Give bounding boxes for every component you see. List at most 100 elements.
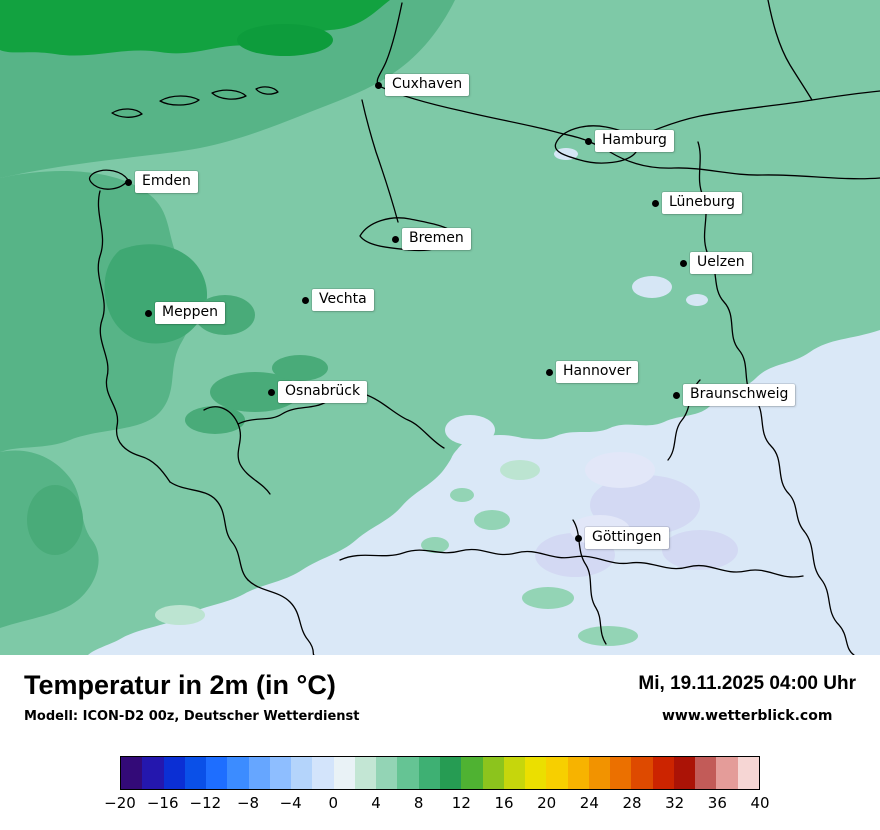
- border-osnabrueck-1: [203, 406, 271, 495]
- colorbar-segment: [567, 757, 589, 789]
- border-dollart-bay: [88, 169, 129, 190]
- colorbar-segment: [503, 757, 526, 789]
- temp-field-lavender-4: [585, 452, 655, 488]
- weather-map: Cuxhaven Hamburg Emden Lüneburg Bremen Uelzen…: [0, 0, 880, 655]
- temp-field-bright-strip: [0, 0, 390, 56]
- colorbar-segment: [227, 757, 249, 789]
- footer-right: Mi, 19.11.2025 04:00 Uhr www.wetterblick…: [638, 671, 856, 724]
- border-goettingen: [572, 519, 607, 645]
- border-south-wiggly: [339, 548, 804, 578]
- border-hamburg-enclave: [554, 125, 638, 164]
- colorbar-segment: [737, 757, 759, 789]
- city-label: Braunschweig: [683, 384, 796, 406]
- weather-map-svg: [0, 0, 880, 655]
- colorbar-segment: [418, 757, 440, 789]
- city-label: Vechta: [312, 289, 374, 311]
- model-info: Modell: ICON-D2 00z, Deutscher Wetterdie…: [24, 708, 360, 724]
- temp-field-green-spot-5: [421, 537, 449, 553]
- colorbar-tick-label: 36: [707, 794, 727, 812]
- island-4: [111, 108, 143, 118]
- colorbar-segment: [354, 757, 377, 789]
- colorbar-tick-label: 0: [328, 794, 339, 812]
- footer: Temperatur in 2m (in °C) Modell: ICON-D2…: [0, 655, 880, 724]
- colorbar-segment: [248, 757, 270, 789]
- colorbar-segment: [439, 757, 462, 789]
- temp-field-pale-tongue-1: [450, 435, 550, 495]
- city-label: Meppen: [155, 302, 225, 324]
- colorbar-segment: [333, 757, 355, 789]
- colorbar-tick-label: 4: [371, 794, 381, 812]
- colorbar-segment: [673, 757, 696, 789]
- colorbar-segment: [397, 757, 419, 789]
- border-weser-corridor: [361, 99, 399, 223]
- temp-field-green-spot-4: [450, 488, 474, 502]
- colorbar-tick-label: 32: [665, 794, 685, 812]
- colorbar-segment: [482, 757, 504, 789]
- colorbar-segment: [716, 757, 738, 789]
- city-label: Bremen: [402, 228, 471, 250]
- colorbar-segment: [184, 757, 207, 789]
- city-dot: [652, 200, 659, 207]
- city-dot: [302, 297, 309, 304]
- border-dutch: [97, 190, 171, 483]
- colorbar-ticks: −20 −16 −12 −8 −4 0 4 8 12 16 20 24 28 32 36 40: [104, 794, 769, 816]
- city-label: Hannover: [556, 361, 639, 383]
- colorbar-tick-label: −4: [279, 794, 302, 812]
- island-2: [211, 89, 247, 100]
- colorbar-tick-label: 12: [451, 794, 471, 812]
- colorbar-segment: [269, 757, 292, 789]
- temp-field-bottomleft-dark: [27, 485, 83, 555]
- colorbar-tick-label: −16: [146, 794, 179, 812]
- border-mid: [363, 393, 445, 449]
- temp-field-green-spot-3: [578, 626, 638, 646]
- temp-field-lake-uelzen-1: [632, 276, 672, 298]
- colorbar-segment: [163, 757, 185, 789]
- colorbar-segment: [206, 757, 228, 789]
- footer-left: Temperatur in 2m (in °C) Modell: ICON-D2…: [24, 670, 360, 724]
- colorbar-tick-label: 20: [537, 794, 557, 812]
- border-elbe-east: [609, 151, 880, 180]
- temp-field-green-spot-7: [155, 605, 205, 625]
- city-dot: [585, 138, 592, 145]
- colorbar-segment: [376, 757, 398, 789]
- city-label: Uelzen: [690, 252, 752, 274]
- island-3: [255, 86, 279, 95]
- colorbar-segment: [461, 757, 483, 789]
- colorbar-tick-label: −20: [104, 794, 136, 812]
- city-label: Göttingen: [585, 527, 669, 549]
- temp-field-osnabrueck-patch-2: [272, 355, 328, 381]
- page-title: Temperatur in 2m (in °C): [24, 670, 336, 700]
- colorbar-segment: [695, 757, 717, 789]
- colorbar-segment: [652, 757, 674, 789]
- colorbar-segment: [588, 757, 611, 789]
- colorbar-tick-label: −12: [189, 794, 222, 812]
- border-topright-diagonal: [767, 0, 813, 101]
- city-label: Cuxhaven: [385, 74, 470, 96]
- colorbar-segment: [610, 757, 632, 789]
- colorbar-segments: [120, 756, 760, 790]
- city-dot: [268, 389, 275, 396]
- colorbar-tick-label: 24: [579, 794, 599, 812]
- city-label: Emden: [135, 171, 198, 193]
- temp-field-left-column: [0, 171, 197, 452]
- city-dot: [145, 310, 152, 317]
- city-dot: [673, 392, 680, 399]
- border-south-center: [247, 579, 315, 655]
- colorbar-segment: [142, 757, 164, 789]
- forecast-datetime: Mi, 19.11.2025 04:00 Uhr: [638, 673, 856, 694]
- website-credit: www.wetterblick.com: [661, 708, 833, 724]
- colorbar-tick-label: 28: [622, 794, 642, 812]
- border-southeast: [803, 530, 855, 655]
- island-1: [159, 95, 200, 106]
- border-southwest: [169, 481, 249, 581]
- city-label: Osnabrück: [278, 381, 368, 403]
- colorbar-segment: [291, 757, 313, 789]
- city-dot: [125, 179, 132, 186]
- temp-field-pale-tongue-2: [445, 415, 495, 445]
- city-dot: [680, 260, 687, 267]
- colorbar-segment: [121, 757, 143, 789]
- temp-field-osnabrueck-patch-1: [210, 372, 300, 412]
- city-label: Hamburg: [595, 130, 674, 152]
- temp-field-lake-uelzen-2: [686, 294, 708, 306]
- colorbar-tick-label: 8: [413, 794, 424, 812]
